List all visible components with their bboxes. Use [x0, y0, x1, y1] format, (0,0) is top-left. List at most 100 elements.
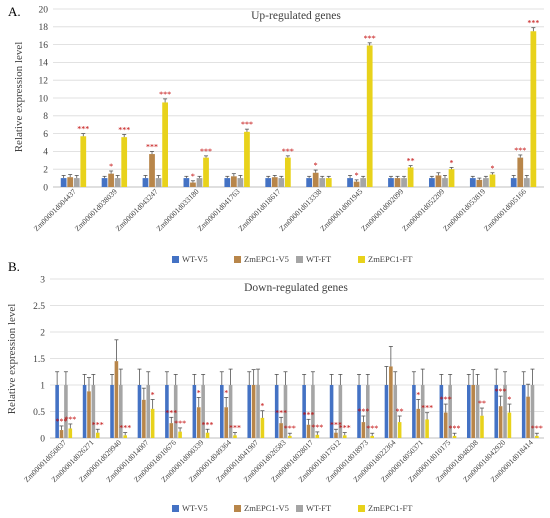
y-tick-label: 3 [40, 275, 45, 285]
bar [521, 385, 526, 438]
y-tick-label: 1 [40, 381, 45, 391]
bar [325, 178, 332, 187]
bar [119, 385, 123, 438]
significance-label: *** [118, 125, 130, 134]
x-tick-label: Zm00001d053819 [441, 187, 487, 233]
bar [265, 178, 272, 187]
significance-label: * [490, 164, 494, 173]
legend-entry: WT-FT [306, 503, 332, 513]
bar [523, 178, 530, 187]
significance-label: ** [478, 399, 486, 408]
significance-label: *** [330, 420, 342, 429]
legend-swatch [234, 505, 241, 512]
bar [224, 178, 231, 187]
bar [483, 178, 489, 187]
legend-swatch [172, 505, 179, 512]
bar [397, 422, 402, 438]
significance-label: *** [229, 424, 241, 433]
bar [95, 432, 100, 438]
bar [256, 385, 260, 438]
bar [442, 178, 448, 187]
y-tick-label: 10 [39, 94, 49, 104]
bar [205, 432, 210, 438]
bar [91, 385, 96, 438]
bar [142, 178, 149, 187]
bar [173, 385, 178, 438]
legend-swatch [358, 505, 365, 512]
significance-label: *** [200, 147, 212, 156]
bar [162, 102, 168, 187]
significance-label: * [416, 390, 420, 399]
legend-swatch [296, 505, 303, 512]
bar [260, 417, 265, 438]
significance-label: * [260, 402, 264, 411]
x-tick-label: Zm00001d052209 [400, 187, 446, 233]
bar [315, 434, 320, 438]
y-tick-label: 0 [43, 183, 48, 193]
bar [370, 435, 374, 438]
x-tick-label: Zm00001d038039 [73, 187, 119, 233]
bar [420, 385, 425, 438]
legend-entry: WT-FT [306, 254, 332, 264]
bar [407, 167, 414, 187]
bar [394, 178, 401, 187]
bar [429, 178, 435, 187]
significance-label: * [314, 161, 318, 170]
significance-label: *** [284, 424, 296, 433]
y-tick-label: 16 [39, 41, 49, 51]
bar [361, 422, 366, 438]
x-tick-label: Zm00001d018617 [236, 187, 282, 233]
bar [228, 385, 233, 438]
bar [443, 412, 448, 438]
significance-label: *** [527, 19, 539, 28]
bar [448, 169, 455, 187]
bar [114, 361, 119, 438]
bar [425, 419, 429, 438]
bar [67, 177, 74, 187]
significance-label: ** [407, 157, 415, 166]
bar [110, 385, 114, 438]
bar [183, 178, 190, 187]
y-tick-label: 6 [43, 130, 48, 140]
bar [503, 385, 507, 438]
bar [494, 385, 499, 438]
bar [108, 173, 114, 187]
y-tick-label: 2 [40, 328, 45, 338]
bar [230, 176, 237, 187]
significance-label: *** [449, 424, 461, 433]
x-tick-label: Zm00001d005166 [482, 187, 528, 233]
legend-swatch [234, 256, 241, 263]
x-tick-label: Zm00001d041763 [195, 187, 241, 233]
bar [452, 435, 457, 438]
legend-swatch [296, 256, 303, 263]
chart-title-down: Down-regulated genes [244, 282, 348, 294]
significance-label: *** [440, 395, 452, 404]
bar [59, 430, 64, 438]
bar [178, 431, 182, 438]
bar [224, 407, 228, 438]
bar [467, 385, 471, 438]
significance-label: * [450, 158, 454, 167]
y-tick-label: 2 [43, 166, 48, 176]
bar [498, 406, 503, 438]
chart-title-up: Up-regulated genes [251, 10, 341, 22]
significance-label: *** [202, 420, 214, 429]
y-tick-label: 12 [39, 77, 49, 87]
bar [114, 178, 121, 187]
bar [475, 385, 480, 438]
legend-swatch [172, 256, 179, 263]
bar [169, 423, 174, 438]
y-tick-label: 0.5 [33, 408, 45, 418]
bar [480, 415, 484, 438]
bar [196, 407, 201, 438]
bar [353, 181, 360, 187]
bar [338, 385, 343, 438]
x-tick-label: Zm00001d002099 [359, 187, 405, 233]
bar [311, 385, 315, 438]
legend-entry: ZmEPC1-V5 [244, 254, 289, 264]
bar [146, 385, 151, 438]
bar [247, 385, 252, 438]
significance-label: *** [77, 125, 89, 134]
x-tick-label: Zm00001d001945 [318, 187, 364, 233]
legend-swatch [358, 256, 365, 263]
